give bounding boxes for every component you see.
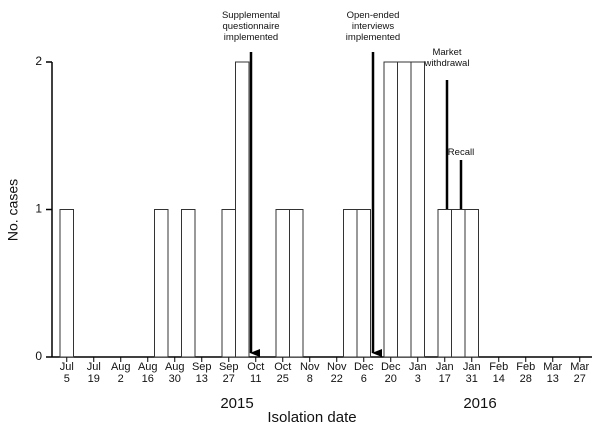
annotation: withdrawal bbox=[424, 58, 470, 69]
annotation: questionnaire bbox=[222, 21, 280, 32]
x-tick-label: Mar 27 bbox=[570, 361, 590, 385]
y-tick-label: 1 bbox=[35, 202, 42, 216]
x-tick-label: Nov 8 bbox=[299, 361, 320, 385]
x-tick-label: Aug 2 bbox=[110, 361, 131, 385]
annotation: implemented bbox=[345, 32, 401, 43]
x-tick-label: Oct 25 bbox=[274, 361, 292, 385]
year-label: 2015 bbox=[220, 395, 253, 412]
y-tick-label: 2 bbox=[35, 54, 42, 68]
year-label: 2016 bbox=[463, 395, 496, 412]
x-tick-label: Jul 5 bbox=[59, 361, 74, 385]
bar bbox=[221, 209, 236, 358]
bar bbox=[275, 209, 290, 358]
bar bbox=[437, 209, 452, 358]
x-tick-label: Dec 20 bbox=[380, 361, 401, 385]
bar bbox=[356, 209, 371, 358]
bar bbox=[464, 209, 479, 358]
bar bbox=[451, 209, 466, 358]
annotation: Open-ended bbox=[346, 10, 400, 21]
annotation: Supplemental bbox=[221, 10, 281, 21]
annotation: Market bbox=[432, 47, 462, 58]
bar bbox=[289, 209, 304, 358]
x-tick-label: Dec 6 bbox=[353, 361, 374, 385]
x-tick-label: Jul 19 bbox=[86, 361, 101, 385]
bar bbox=[154, 209, 169, 358]
x-tick-label: Sep 27 bbox=[218, 361, 239, 385]
annotation: Recall bbox=[447, 147, 475, 158]
bar bbox=[59, 209, 74, 358]
x-tick-label: Aug 16 bbox=[137, 361, 158, 385]
x-axis-label: Isolation date bbox=[267, 409, 356, 426]
annotation: implemented bbox=[223, 32, 279, 43]
bar bbox=[410, 61, 425, 358]
x-tick-label: Sep 13 bbox=[191, 361, 212, 385]
x-tick-label: Nov 22 bbox=[326, 361, 347, 385]
bar bbox=[397, 61, 412, 358]
x-tick-label: Oct 11 bbox=[247, 361, 265, 385]
y-axis-label: No. cases bbox=[5, 179, 21, 241]
x-tick-label: Feb 28 bbox=[516, 361, 536, 385]
annotation: interviews bbox=[351, 21, 395, 32]
x-tick-label: Mar 13 bbox=[543, 361, 563, 385]
bar bbox=[235, 61, 250, 358]
x-tick-label: Feb 14 bbox=[489, 361, 509, 385]
bar bbox=[343, 209, 358, 358]
bar bbox=[383, 61, 398, 358]
y-tick-label: 0 bbox=[35, 349, 42, 363]
x-tick-label: Jan 17 bbox=[435, 361, 454, 385]
x-tick-label: Aug 30 bbox=[164, 361, 185, 385]
bar bbox=[181, 209, 196, 358]
x-tick-label: Jan 3 bbox=[408, 361, 427, 385]
x-tick-label: Jan 31 bbox=[462, 361, 481, 385]
